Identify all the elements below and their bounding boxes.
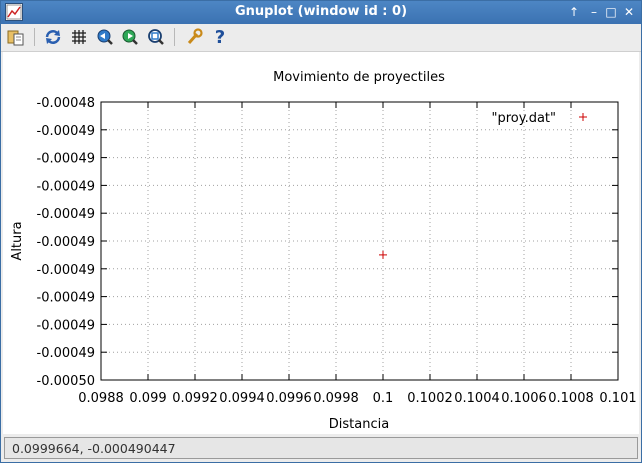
copy-to-clipboard-icon[interactable] xyxy=(6,27,26,47)
y-axis-label: Altura xyxy=(10,221,25,260)
x-tick-label: 0.101 xyxy=(599,391,636,406)
y-tick-label: -0.00049 xyxy=(37,124,95,139)
x-tick-label: 0.0994 xyxy=(219,391,265,406)
autoscale-icon[interactable] xyxy=(146,27,166,47)
x-tick-label: 0.1004 xyxy=(454,391,500,406)
y-tick-label: -0.00049 xyxy=(37,318,95,333)
y-tick-label: -0.00049 xyxy=(37,152,95,167)
x-tick-label: 0.1 xyxy=(373,391,394,406)
y-tick-label: -0.00049 xyxy=(37,235,95,250)
x-tick-label: 0.099 xyxy=(129,391,166,406)
x-tick-label: 0.0992 xyxy=(172,391,218,406)
x-tick-label: 0.0998 xyxy=(313,391,359,406)
legend-plus-marker xyxy=(579,113,587,121)
legend-marker xyxy=(579,113,587,121)
grid-icon[interactable] xyxy=(69,27,89,47)
help-icon[interactable]: ? xyxy=(214,26,226,48)
y-tick-label: -0.00049 xyxy=(37,346,95,361)
replot-icon[interactable] xyxy=(43,27,63,47)
y-tick-label: -0.00048 xyxy=(37,96,95,111)
title-bar[interactable]: Gnuplot (window id : 0) ↑ – □ ✕ xyxy=(1,1,641,24)
y-tick-label: -0.00049 xyxy=(37,263,95,278)
chart-canvas[interactable]: 0.0988 0.099 0.0992 0.0994 0.0996 0.0998 0.1 0.… xyxy=(3,52,639,434)
cursor-coordinates: 0.0999664, -0.000490447 xyxy=(12,441,176,456)
minimize-button[interactable]: – xyxy=(591,5,597,19)
toolbar: ? xyxy=(1,24,641,52)
y-tick-label: -0.00049 xyxy=(37,179,95,194)
legend: "proy.dat" xyxy=(491,111,587,126)
toolbar-separator xyxy=(174,28,175,46)
x-tick-label: 0.1006 xyxy=(501,391,547,406)
x-tick-label: 0.0988 xyxy=(78,391,124,406)
data-point xyxy=(379,250,387,259)
toolbar-separator xyxy=(34,28,35,46)
data-points xyxy=(379,250,387,259)
plot-area[interactable]: 0.0988 0.099 0.0992 0.0994 0.0996 0.0998 0.1 0.… xyxy=(3,52,639,434)
y-tick-label: -0.00049 xyxy=(37,207,95,222)
y-tick-label: -0.00050 xyxy=(37,374,95,389)
close-button[interactable]: ✕ xyxy=(623,5,635,19)
grid-lines xyxy=(101,102,618,380)
zoom-next-icon[interactable] xyxy=(120,27,140,47)
status-bar: 0.0999664, -0.000490447 xyxy=(4,437,638,459)
zoom-previous-icon[interactable] xyxy=(95,27,115,47)
shade-up-icon[interactable]: ↑ xyxy=(568,5,580,19)
x-tick-label: 0.1002 xyxy=(407,391,453,406)
gnuplot-app-icon[interactable] xyxy=(5,3,23,21)
x-tick-label: 0.0996 xyxy=(266,391,312,406)
x-tick-label: 0.1008 xyxy=(548,391,594,406)
x-axis-label: Distancia xyxy=(329,417,389,432)
chart-title: Movimiento de proyectiles xyxy=(273,70,445,85)
legend-label: "proy.dat" xyxy=(491,111,556,126)
y-tick-label: -0.00049 xyxy=(37,291,95,306)
axis-ticks: 0.0988 0.099 0.0992 0.0994 0.0996 0.0998 0.1 0.… xyxy=(37,96,637,406)
maximize-button[interactable]: □ xyxy=(605,5,617,19)
settings-icon[interactable] xyxy=(184,27,204,47)
window-title: Gnuplot (window id : 0) xyxy=(234,4,408,19)
plot-frame xyxy=(100,101,619,381)
